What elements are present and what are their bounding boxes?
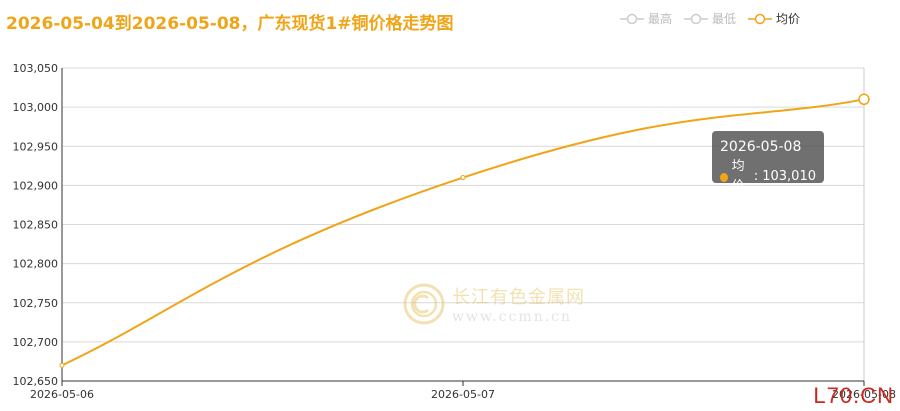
tooltip-series-dot-icon [720, 172, 728, 182]
corner-watermark: L70.CN [813, 383, 894, 408]
legend-label-high: 最高 [648, 12, 673, 26]
chart-tooltip: 2026-05-08 均价: 103,010 [712, 131, 824, 194]
data-point [460, 175, 466, 181]
watermark-url: www.ccmn.cn [452, 309, 573, 325]
y-axis-ticks: 102,650 102,700 102,750 102,800 102,850 102,9… [13, 62, 59, 388]
x-axis-ticks: 2026-05-06 2026-05-07 2026-05-08 [30, 381, 896, 401]
watermark-name: 长江有色金属网 [452, 287, 585, 308]
chart-series [59, 93, 870, 368]
tooltip-value: 103,010 [762, 169, 816, 184]
legend-line-marker-icon [684, 13, 709, 24]
y-tick-label: 103,050 [13, 62, 59, 75]
tooltip-date: 2026-05-08 [720, 139, 802, 155]
chart-grid [62, 67, 864, 382]
legend-label-low: 最低 [712, 12, 737, 26]
y-tick-label: 102,700 [13, 336, 59, 349]
y-tick-label: 102,750 [13, 297, 59, 310]
x-tick-label: 2026-05-07 [431, 388, 495, 401]
chart-legend: 最高 最低 均价 [620, 10, 812, 27]
legend-line-marker-icon [620, 13, 644, 24]
y-tick-label: 102,800 [13, 258, 59, 271]
y-tick-label: 102,650 [13, 375, 59, 388]
tooltip-series-name: 均价 [731, 159, 745, 194]
tooltip-row: 均价: 103,010 [720, 157, 816, 197]
legend-line-marker-icon [748, 13, 773, 24]
x-tick-label: 2026-05-06 [30, 388, 94, 401]
tooltip-colon: : [753, 169, 763, 184]
watermark: 长江有色金属网 www.ccmn.cn [402, 282, 585, 326]
data-point [858, 93, 870, 106]
y-tick-label: 102,900 [13, 179, 59, 192]
legend-label-avg: 均价 [776, 12, 801, 26]
legend-item-high[interactable]: 最高 [620, 10, 672, 27]
x-tick-label: 2026-05-08 [832, 388, 896, 401]
ccmn-logo-icon [403, 283, 445, 325]
y-tick-label: 102,850 [13, 219, 59, 232]
data-point [59, 362, 65, 368]
y-tick-label: 103,000 [13, 101, 59, 114]
legend-item-low[interactable]: 最低 [684, 10, 736, 27]
chart-title: 2026-05-04到2026-05-08，广东现货1#铜价格走势图 [6, 14, 454, 34]
y-tick-label: 102,950 [13, 140, 59, 153]
legend-item-avg[interactable]: 均价 [748, 10, 800, 27]
